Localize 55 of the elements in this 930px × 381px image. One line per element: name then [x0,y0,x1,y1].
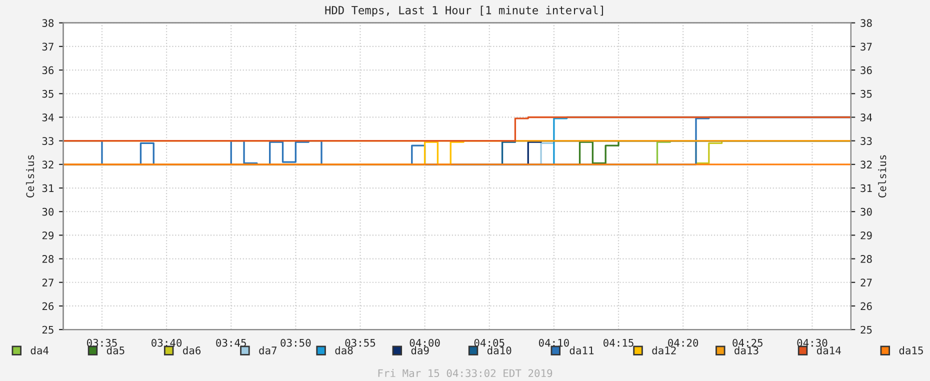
legend-label: da14 [816,346,841,354]
y-tick-label: 28 [42,255,54,263]
legend-label: da8 [335,346,353,354]
y2-tick-label: 26 [860,302,872,310]
x-tick-label: 03:50 [280,338,311,347]
x-tick-label: 04:10 [538,338,569,347]
y-tick-label: 29 [42,231,54,240]
y-tick-label: 31 [42,184,54,192]
y2-tick-label: 32 [860,160,872,169]
y2-tick-label: 28 [860,255,872,263]
legend-label: da15 [899,346,923,354]
chart-title: HDD Temps, Last 1 Hour [1 minute interval] [325,6,603,17]
y-tick-label: 35 [42,90,54,98]
legend-label: da10 [487,346,512,354]
y2-tick-label: 33 [860,137,872,145]
y2-tick-label: 25 [860,326,872,334]
y-tick-label: 34 [42,113,54,122]
x-tick-label: 03:40 [152,338,182,347]
y-tick-label: 26 [42,302,54,310]
y-tick-label: 37 [42,42,54,51]
y-tick-label: 25 [42,326,54,334]
y2-tick-label: 34 [860,113,872,122]
y-tick-label: 33 [42,137,54,145]
x-tick-label: 04:15 [604,338,634,347]
y2-tick-label: 35 [860,90,872,98]
x-tick-label: 04:05 [474,338,504,347]
y2-tick-label: 30 [860,208,872,216]
y-axis-title: Celsius [26,155,34,198]
legend-label: da9 [411,346,429,354]
legend-label: da5 [106,346,124,354]
x-tick-label: 04:00 [410,338,440,347]
y2-tick-label: 31 [860,184,872,192]
legend-label: da12 [652,346,676,354]
y-tick-label: 30 [42,208,54,216]
x-tick-label: 03:55 [345,338,376,347]
y2-axis-title: Celsius [878,155,886,198]
legend-label: da13 [734,346,758,354]
y2-tick-label: 37 [860,42,872,51]
y-tick-label: 36 [42,66,54,74]
y2-tick-label: 27 [860,278,872,286]
legend-label: da11 [570,346,594,354]
legend-label: da4 [30,346,48,354]
y2-tick-label: 36 [860,66,872,74]
x-tick-label: 04:30 [797,338,828,347]
y-tick-label: 32 [42,160,54,169]
legend-label: da6 [183,346,201,354]
x-tick-label: 03:45 [216,338,246,347]
y2-tick-label: 29 [860,231,872,240]
y-tick-label: 38 [42,19,54,27]
y2-tick-label: 38 [860,19,872,27]
legend-label: da7 [259,346,277,354]
x-tick-label: 04:20 [668,338,698,347]
text: Fri Mar 15 04:33:02 EDT 2019 [378,369,552,378]
x-tick-label: 04:25 [732,338,762,347]
y-tick-label: 27 [42,278,54,286]
